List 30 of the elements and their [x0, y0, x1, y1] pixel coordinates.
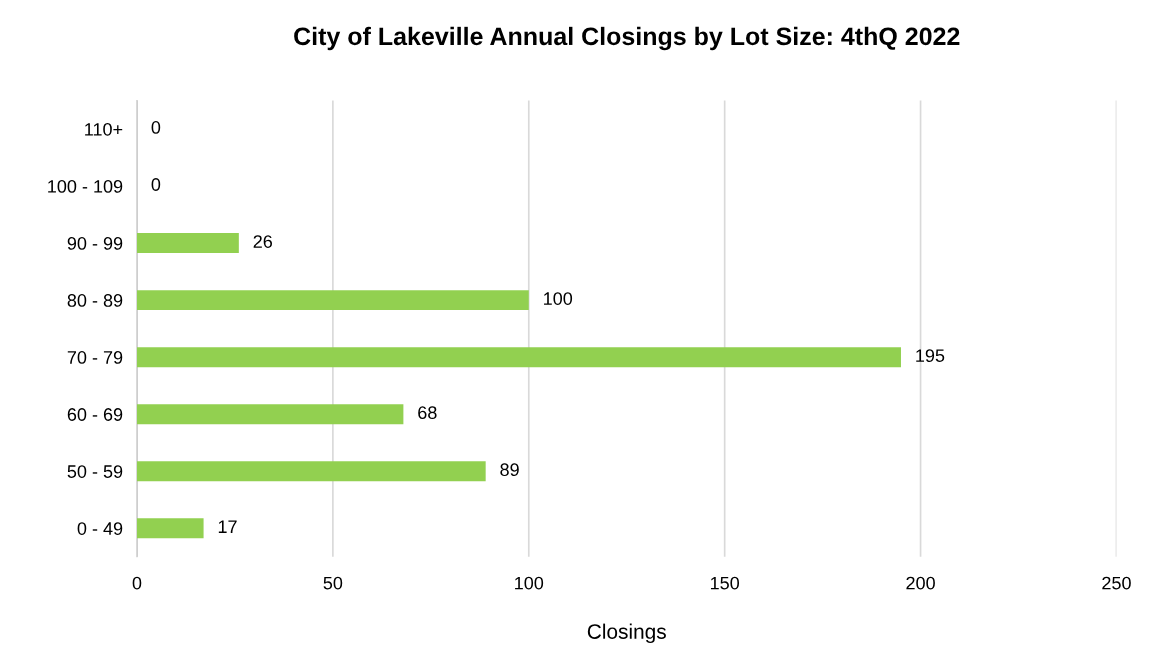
bar	[136, 347, 901, 368]
y-tick-label: 80 - 89	[67, 294, 123, 307]
bar	[136, 290, 529, 311]
data-label: 26	[253, 235, 273, 248]
data-label: 17	[218, 520, 237, 533]
y-tick-label: 60 - 69	[67, 408, 123, 421]
x-tick-label: 200	[906, 576, 935, 590]
data-label: 195	[916, 349, 945, 362]
data-label: 89	[500, 463, 519, 477]
data-label: 0	[151, 121, 161, 134]
bar	[136, 233, 239, 254]
data-label: 0	[151, 178, 161, 191]
bar	[136, 404, 404, 425]
bar	[136, 518, 204, 539]
x-tick-label: 50	[323, 576, 343, 590]
x-tick-label: 100	[515, 576, 544, 590]
data-label: 68	[418, 406, 437, 420]
x-tick-label: 0	[132, 576, 142, 590]
chart-title: City of Lakeville Annual Closings by Lot Size: 4thQ 2022	[294, 26, 960, 51]
y-tick-label: 50 - 59	[67, 465, 123, 478]
x-axis-title: Closings	[587, 623, 666, 644]
y-tick-label: 90 - 99	[67, 237, 123, 250]
data-label: 100	[544, 292, 573, 305]
y-tick-label: 110+	[85, 122, 123, 136]
x-tick-label: 250	[1102, 576, 1131, 590]
bar	[136, 461, 486, 482]
x-tick-label: 150	[710, 576, 740, 590]
y-tick-label: 100 - 109	[48, 179, 123, 193]
y-tick-label: 70 - 79	[67, 351, 123, 364]
y-tick-label: 0 - 49	[77, 522, 123, 535]
